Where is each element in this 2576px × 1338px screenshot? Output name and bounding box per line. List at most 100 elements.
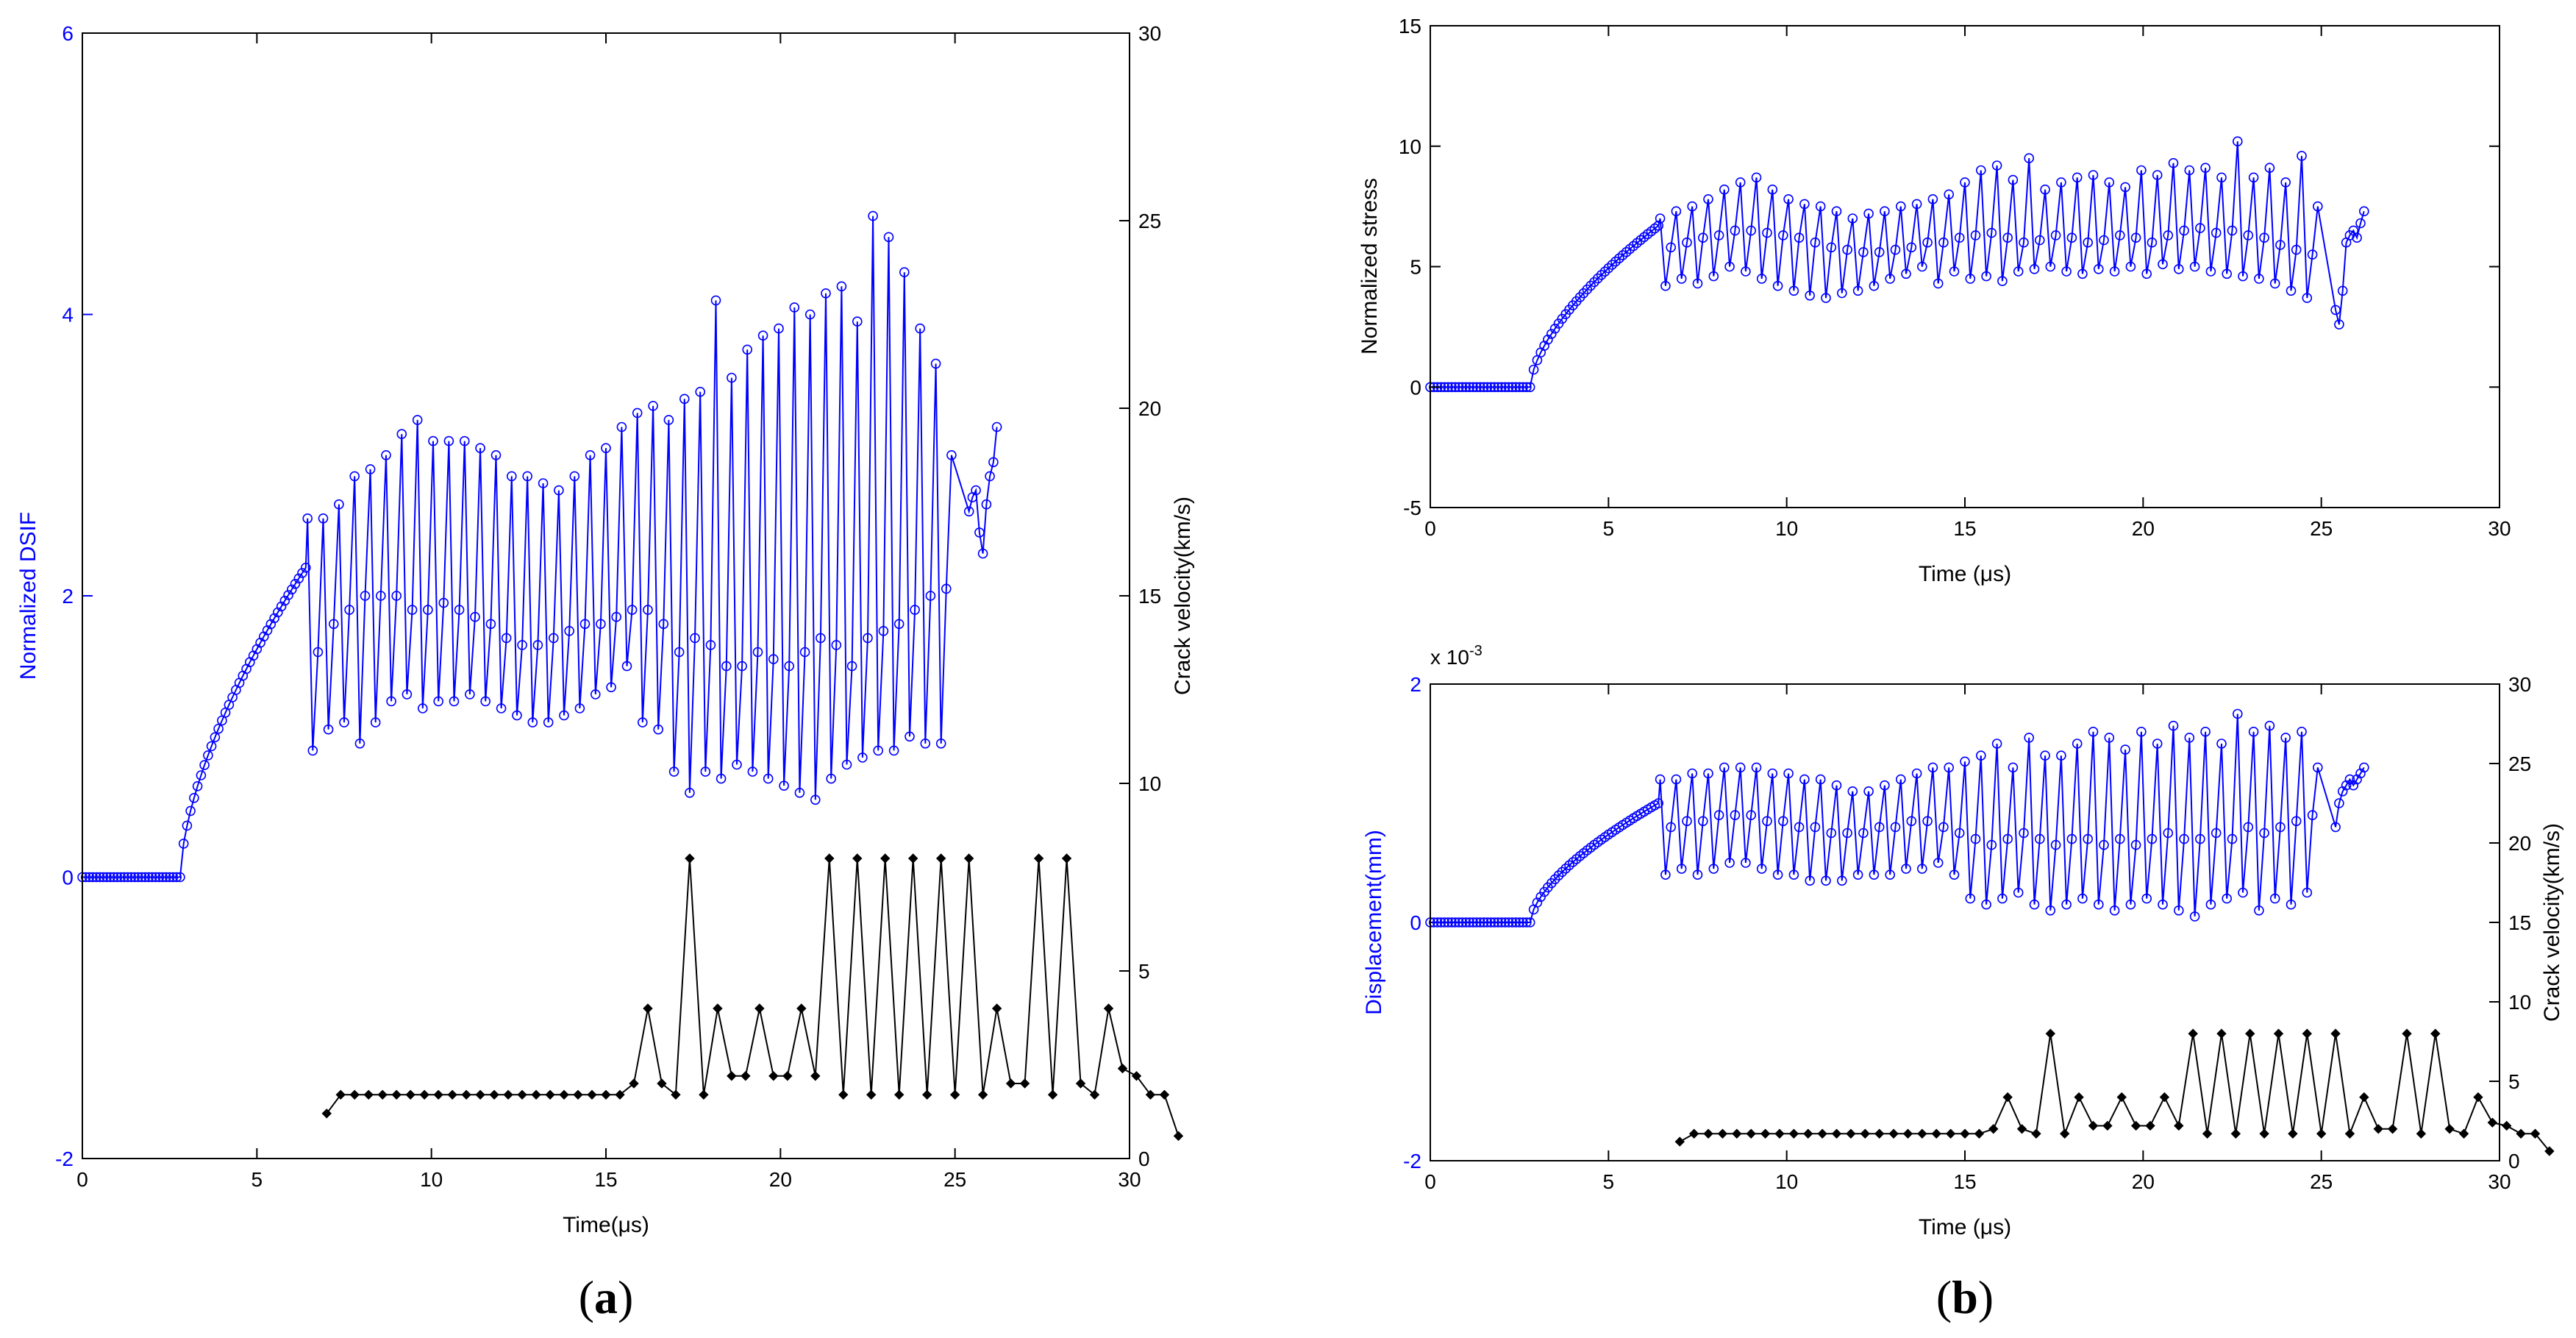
chart-b2-series-1-point bbox=[2359, 1092, 2369, 1103]
chart-a-series-0-point bbox=[465, 689, 475, 700]
caption-a: (a) bbox=[579, 1271, 634, 1323]
chart-b2-series-0-point bbox=[2029, 899, 2040, 910]
chart-a-series-0-point bbox=[185, 805, 196, 816]
chart-a-series-0-point bbox=[690, 633, 700, 644]
chart-b1-series-0-point bbox=[1514, 382, 1524, 393]
chart-b1-series-0-point bbox=[1510, 382, 1521, 393]
chart-b1-series-0-point bbox=[2248, 172, 2259, 183]
chart-a-series-0-point bbox=[101, 872, 112, 883]
chart-a-series-0-point bbox=[157, 872, 168, 883]
chart-a-series-1-point bbox=[433, 1089, 443, 1100]
chart-a-series-0-point bbox=[506, 471, 517, 482]
chart-b2-series-0-point bbox=[1564, 860, 1574, 871]
chart-b1-series-0-point bbox=[2147, 237, 2158, 248]
chart-b2-series-1-point bbox=[2402, 1028, 2412, 1039]
chart-a-series-0-point bbox=[501, 633, 512, 644]
chart-a-series-0-point bbox=[873, 745, 883, 756]
chart-b1-series-0-point bbox=[2355, 218, 2366, 229]
chart-b2-y2tick-label-1: 5 bbox=[2508, 1070, 2520, 1093]
chart-a-series-0-point bbox=[272, 607, 283, 618]
chart-b1-series-0-point bbox=[1783, 193, 1794, 204]
chart-a-series-0-point bbox=[935, 738, 946, 749]
chart-a-series-0-point bbox=[668, 766, 679, 777]
chart-b2-series-1-point bbox=[2458, 1128, 2469, 1139]
chart-b2-series-0-point bbox=[2072, 739, 2083, 749]
chart-b1-series-0-point bbox=[1746, 225, 1756, 236]
chart-a-series-0-point bbox=[154, 872, 165, 883]
chart-b1-series-0-point bbox=[1450, 382, 1460, 393]
chart-b2-series-1-point bbox=[1688, 1128, 1699, 1139]
chart-b2-series-1-point bbox=[2444, 1124, 2455, 1134]
chart-a-series-1-point bbox=[685, 853, 695, 864]
chart-a-series-0-point bbox=[475, 443, 485, 454]
chart-b1-series-0-point bbox=[1938, 237, 1949, 248]
chart-a-series-0-point bbox=[579, 619, 591, 630]
chart-b2-series-0-point bbox=[1863, 786, 1874, 797]
chart-a-series-0-point bbox=[893, 619, 905, 630]
chart-b1-series-0-point bbox=[1890, 244, 1901, 255]
chart-b2-series-0-point bbox=[2136, 726, 2147, 737]
chart-b1-series-0-point bbox=[2035, 235, 2045, 246]
chart-a-series-1-point bbox=[447, 1089, 457, 1100]
chart-b1-series-0-point bbox=[1546, 329, 1557, 339]
chart-b1-series-0-point bbox=[1671, 206, 1682, 217]
chart-b2-series-0-point bbox=[1997, 893, 2008, 904]
chart-b1-series-0-point bbox=[2280, 177, 2291, 188]
chart-b2-series-0-point bbox=[1847, 786, 1858, 797]
chart-b2-series-0-point bbox=[2099, 839, 2109, 850]
chart-b2-series-0-point bbox=[1443, 917, 1453, 928]
chart-b1-series-0-point bbox=[1446, 382, 1457, 393]
caption-b: (b) bbox=[1936, 1271, 1994, 1323]
chart-b2-series-0-point bbox=[2013, 887, 2024, 898]
chart-b1-series-0-point bbox=[2072, 172, 2083, 183]
chart-b2-series-0-point bbox=[1471, 917, 1482, 928]
chart-b2-series-0-point bbox=[2168, 720, 2179, 731]
chart-b2-series-0-point bbox=[2050, 839, 2061, 850]
chart-a-series-0-point bbox=[564, 625, 575, 636]
chart-b2-series-0-point bbox=[2222, 893, 2232, 904]
chart-a-y2tick-label-6: 30 bbox=[1138, 22, 1161, 45]
chart-a-series-0-point bbox=[490, 449, 502, 460]
chart-b2-series-1-point bbox=[2188, 1028, 2198, 1039]
chart-b2-series-1-point bbox=[1888, 1128, 1899, 1139]
chart-b2-series-0-point bbox=[1666, 822, 1676, 833]
svg-text:(a): (a) bbox=[579, 1271, 634, 1323]
chart-a-series-0-point bbox=[396, 429, 407, 439]
chart-b1-series-0-point bbox=[1821, 293, 1831, 303]
chart-b1-series-0-point bbox=[2227, 225, 2238, 236]
chart-b2-series-0-point bbox=[1708, 864, 1719, 874]
chart-a-series-0-point bbox=[496, 703, 507, 714]
chart-b1-series-0-point bbox=[2337, 285, 2348, 296]
chart-b2-series-0-point bbox=[1730, 810, 1741, 820]
chart-a-series-1-point bbox=[377, 1089, 388, 1100]
chart-a-series-1-point bbox=[1103, 1003, 1114, 1014]
chart-a-series-1-point bbox=[503, 1089, 513, 1100]
chart-b2-series-1-point bbox=[2116, 1092, 2127, 1103]
chart-b1-series-0-point bbox=[1471, 382, 1482, 393]
chart-b2-series-0-point bbox=[1906, 816, 1917, 827]
chart-b1-series-0-point bbox=[2141, 268, 2152, 280]
chart-a-series-0-point bbox=[150, 872, 161, 883]
chart-b2-series-0-point bbox=[2152, 739, 2163, 749]
chart-a-series-1-point bbox=[741, 1071, 751, 1081]
chart-b1-series-0-point bbox=[1543, 334, 1553, 345]
chart-a-series-0-point bbox=[784, 661, 794, 672]
chart-b1-series-0-point bbox=[1635, 235, 1646, 246]
chart-b2-series-0-point bbox=[1896, 774, 1906, 785]
chart-a-series-1-point bbox=[1173, 1131, 1184, 1142]
chart-a-marks bbox=[77, 210, 1184, 1142]
chart-b1-series-0-point bbox=[1692, 278, 1703, 289]
chart-b1-series-0-point bbox=[2066, 232, 2077, 243]
chart-b2-series-1-point bbox=[2060, 1128, 2070, 1139]
chart-b1-series-0-point bbox=[1614, 253, 1624, 264]
chart-a-series-1-point bbox=[1145, 1089, 1156, 1100]
chart-b2-series-0-point bbox=[2088, 726, 2099, 737]
chart-a-series-0-point bbox=[354, 738, 365, 749]
chart-a-series-1-point bbox=[796, 1003, 807, 1014]
chart-b1-series-0-point bbox=[1528, 364, 1539, 375]
chart-a-series-0-point bbox=[147, 872, 157, 883]
chart-b2-series-0-point bbox=[1788, 869, 1799, 880]
chart-b2-series-1-point bbox=[1803, 1128, 1813, 1139]
chart-a-series-0-point bbox=[318, 513, 329, 524]
chart-b2-series-1-point bbox=[1988, 1124, 1999, 1134]
